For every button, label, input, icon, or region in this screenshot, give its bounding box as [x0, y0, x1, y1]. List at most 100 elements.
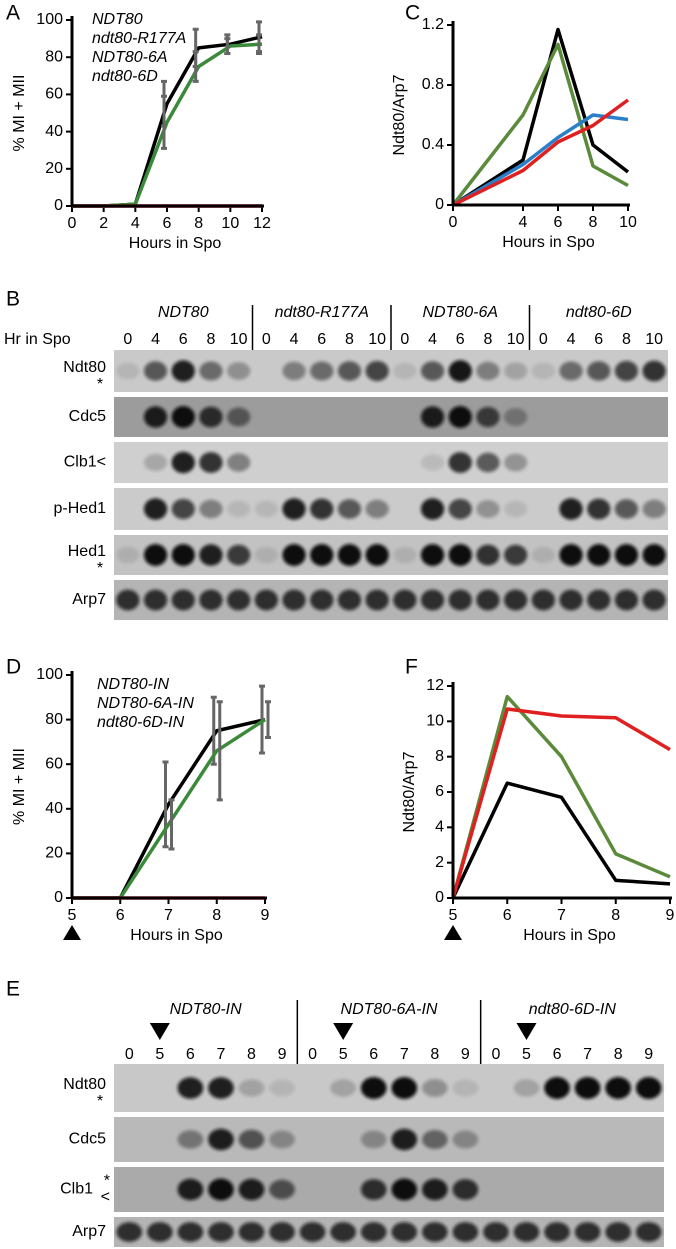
lane-label: 10 [368, 331, 386, 348]
blot-band [393, 589, 417, 611]
y-tick-label: 40 [45, 800, 63, 817]
series-line [451, 42, 629, 207]
blot-band [254, 589, 278, 611]
group-name: ndt80-6D [566, 304, 632, 321]
y-tick-label: 1.2 [422, 16, 444, 33]
blot-band [365, 499, 389, 519]
x-tick-label: 6 [554, 214, 563, 231]
blot-band [559, 361, 583, 381]
blot-band [365, 589, 389, 611]
blot-band [513, 1079, 540, 1097]
blot-band [143, 406, 168, 428]
blot-band [642, 544, 666, 566]
lane-label: 8 [622, 331, 631, 348]
legend-entry: NDT80 [92, 11, 143, 28]
panel-label: E [6, 978, 20, 1001]
blot-band [422, 1130, 448, 1149]
lane-label: 0 [308, 1046, 317, 1063]
induction-arrow [333, 1023, 354, 1040]
lane-label: 5 [522, 1046, 531, 1063]
panel-label: A [6, 2, 20, 25]
row-marker: * [97, 560, 103, 577]
y-axis-label: % MI + MII [11, 748, 28, 825]
y-tick-label: 0 [54, 889, 63, 906]
blot-band [587, 589, 611, 611]
blot-band [587, 498, 611, 520]
start-arrow [444, 925, 462, 940]
x-tick-label: 8 [212, 907, 221, 924]
error-bar [265, 700, 271, 739]
blot-band [504, 589, 528, 611]
x-tick-label: 6 [503, 907, 512, 924]
error-bar [192, 50, 199, 83]
blot-band [337, 361, 362, 381]
lane-label: 10 [507, 331, 525, 348]
lane-label: 0 [400, 331, 409, 348]
blot-band [642, 360, 666, 382]
lane-label: 4 [428, 331, 437, 348]
panel-label: C [405, 2, 420, 25]
blot-band [238, 1222, 265, 1242]
blot-band [559, 498, 583, 520]
blot-band [614, 589, 639, 611]
blot-band [642, 499, 666, 519]
blot-band [116, 362, 140, 380]
blot-band [422, 1178, 448, 1201]
blot-band [559, 589, 583, 611]
lane-label: 4 [567, 331, 576, 348]
blot-band [391, 1077, 418, 1099]
blot-band [330, 1079, 356, 1097]
group-name: NDT80-6A [422, 304, 498, 321]
blot-band [238, 1129, 265, 1150]
blot-strip [114, 535, 668, 575]
blot-band [544, 1077, 570, 1099]
blot-band [269, 1179, 295, 1200]
lane-label: 7 [216, 1046, 225, 1063]
y-tick-label: 0.8 [422, 76, 444, 93]
lane-label: 8 [345, 331, 354, 348]
blot-band [504, 408, 528, 426]
blot-band [227, 589, 251, 611]
blot-band [420, 454, 445, 471]
x-tick-label: 10 [619, 214, 637, 231]
blot-band [476, 361, 500, 381]
error-bar [256, 33, 262, 55]
blot-band [337, 499, 362, 519]
blot-band [422, 1079, 448, 1097]
blot-strip [114, 397, 668, 437]
y-tick-label: 20 [45, 845, 63, 862]
lane-label: 8 [430, 1046, 439, 1063]
row-marker: * [97, 376, 103, 393]
blot-band [143, 544, 168, 566]
blot-band [476, 544, 500, 566]
lane-label: 0 [123, 331, 132, 348]
lane-label: 6 [594, 331, 603, 348]
row-label: Ndt80 [63, 1076, 106, 1093]
blot-band [282, 498, 306, 520]
blot-band [310, 544, 334, 566]
blot-band [504, 453, 528, 472]
x-axis-label: Hours in Spo [523, 927, 616, 944]
blot-band [199, 452, 223, 473]
row-label: Cdc5 [69, 408, 106, 425]
blot-band [254, 546, 278, 564]
blot-band [282, 361, 306, 381]
lane-label: 0 [262, 331, 271, 348]
x-tick-label: 7 [164, 907, 173, 924]
x-tick-label: 8 [194, 215, 203, 232]
x-tick-label: 0 [449, 214, 458, 231]
error-bar [168, 798, 175, 851]
blot-band [420, 589, 445, 611]
group-name: ndt80-R177A [275, 304, 369, 321]
lane-label: 8 [483, 331, 492, 348]
blot-band [282, 544, 306, 566]
x-axis-label: Hours in Spo [130, 927, 223, 944]
blot-band [452, 1179, 479, 1200]
blot-band [282, 589, 306, 611]
blot-band [269, 1222, 295, 1242]
y-tick-label: 4 [435, 819, 444, 836]
blot-band [171, 360, 195, 382]
lane-label: 6 [317, 331, 326, 348]
lane-label: 9 [461, 1046, 470, 1063]
blot-band [531, 362, 555, 380]
